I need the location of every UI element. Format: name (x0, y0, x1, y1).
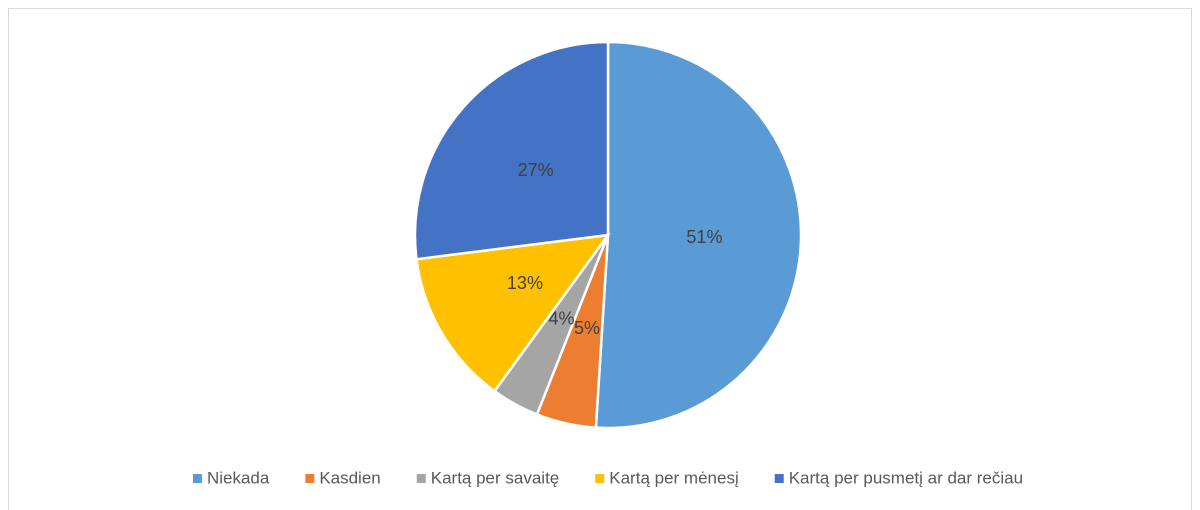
legend-swatch (305, 474, 315, 483)
legend-swatch (595, 474, 605, 483)
legend-label: Kartą per mėnesį (609, 468, 739, 487)
pie-slice (413, 40, 610, 261)
legend-swatch (416, 474, 426, 483)
data-label: 51% (686, 227, 722, 247)
legend-swatch (774, 474, 784, 483)
data-label: 13% (507, 273, 543, 293)
data-label: 5% (574, 318, 600, 338)
data-label: 4% (549, 308, 575, 328)
pie-slice (594, 40, 803, 430)
legend-label: Kasdien (319, 468, 380, 487)
legend-label: Kartą per savaitę (431, 468, 560, 487)
pie-slice (415, 233, 611, 393)
legend-label: Niekada (207, 468, 270, 487)
legend-swatch (192, 474, 202, 483)
legend-label: Kartą per pusmetį ar dar rečiau (789, 468, 1023, 487)
data-label: 27% (518, 160, 554, 180)
